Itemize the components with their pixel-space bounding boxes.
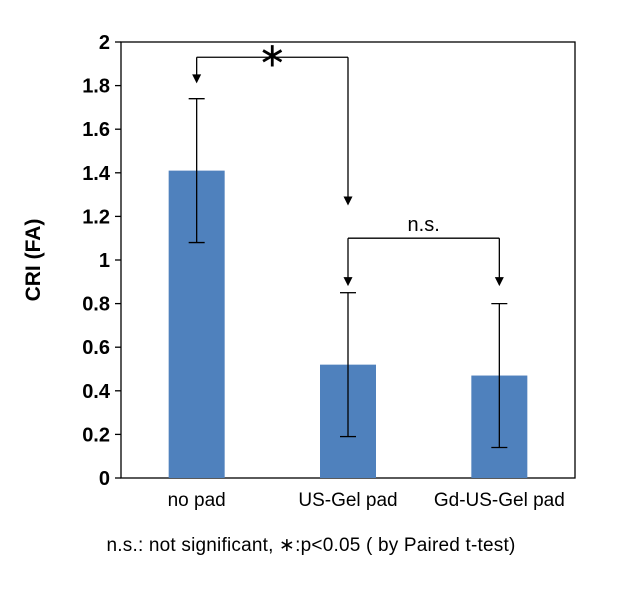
significance-label: n.s. (408, 214, 440, 236)
y-tick-label: 0.6 (82, 337, 110, 359)
y-tick-label: 1.6 (82, 119, 110, 141)
y-tick-label: 0.2 (82, 424, 110, 446)
arrowhead-down-icon (343, 196, 353, 206)
y-tick-label: 1.2 (82, 206, 110, 228)
y-tick-label: 1 (99, 250, 110, 272)
arrowhead-down-icon (343, 277, 353, 287)
category-label: Gd-US-Gel pad (434, 490, 565, 511)
y-tick-label: 2 (99, 32, 110, 54)
y-tick-label: 1.4 (82, 163, 111, 185)
chart-footnote: n.s.: not significant, ∗:p<0.05 ( by Pai… (106, 535, 516, 556)
category-label: US-Gel pad (298, 490, 397, 511)
y-tick-label: 0.8 (82, 294, 110, 316)
y-tick-label: 0.4 (82, 381, 111, 403)
y-tick-label: 1.8 (82, 76, 110, 98)
y-tick-label: 0 (99, 468, 110, 490)
y-axis-title: CRI (FA) (22, 219, 45, 302)
significance-label: ∗ (258, 36, 287, 74)
category-label: no pad (168, 490, 226, 511)
arrowhead-down-icon (494, 277, 504, 287)
arrowhead-down-icon (192, 74, 202, 84)
